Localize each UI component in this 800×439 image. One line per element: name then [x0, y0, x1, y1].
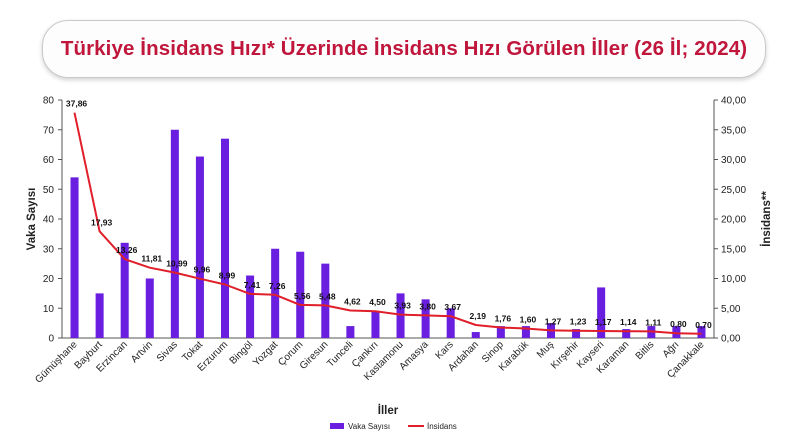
insidans-data-label-15: 3,67: [444, 302, 461, 312]
bar-16: [471, 332, 480, 338]
insidans-data-label-9: 5,56: [294, 291, 311, 301]
insidans-data-label-16: 2,19: [469, 311, 486, 321]
y-tick-label-left: 50: [43, 185, 55, 196]
insidans-data-label-8: 7,26: [269, 281, 286, 291]
x-tick-label-8: Yozgat: [251, 339, 280, 368]
y-tick-label-right: 25,00: [721, 185, 746, 196]
insidans-data-label-14: 3,80: [419, 301, 436, 311]
bar-12: [371, 311, 380, 338]
insidans-data-label-17: 1,76: [495, 314, 512, 324]
y-tick-label-right: 35,00: [721, 125, 746, 136]
insidans-data-label-18: 1,60: [520, 314, 537, 324]
insidans-data-label-23: 1,11: [645, 317, 661, 327]
x-axis-title: İller: [378, 404, 399, 417]
insidans-data-label-4: 10,99: [166, 259, 188, 269]
insidans-data-label-0: 37,86: [66, 99, 88, 109]
legend-swatch-vaka: [330, 423, 344, 429]
y-tick-label-left: 40: [43, 215, 55, 226]
y-tick-label-right: 5,00: [721, 304, 741, 315]
insidans-data-label-24: 0,80: [670, 319, 687, 329]
insidans-data-label-5: 9,96: [194, 265, 211, 275]
y-tick-label-left: 10: [43, 304, 55, 315]
bar-6: [220, 138, 230, 338]
bar-21: [597, 287, 606, 338]
x-tick-label-4: Sivas: [155, 339, 180, 364]
insidans-data-label-13: 3,93: [394, 301, 411, 311]
bar-18: [521, 326, 530, 338]
bar-11: [346, 326, 355, 338]
bar-3: [145, 278, 154, 338]
bar-0: [70, 177, 79, 338]
y-tick-label-left: 70: [43, 125, 55, 136]
x-tick-label-3: Artvin: [129, 339, 155, 365]
y-tick-label-left: 0: [48, 334, 54, 345]
insidans-data-label-12: 4,50: [369, 297, 386, 307]
y-tick-label-left: 20: [43, 274, 55, 285]
insidans-data-label-7: 7,41: [244, 280, 261, 290]
bar-24: [672, 326, 681, 338]
bar-9: [296, 251, 305, 338]
y-tick-label-left: 30: [43, 244, 55, 255]
bar-22: [622, 329, 631, 338]
bar-13: [396, 293, 405, 338]
legend-label-vaka: Vaka Sayısı: [348, 422, 390, 431]
x-tick-label-10: Giresun: [298, 339, 331, 372]
insidans-data-label-11: 4,62: [344, 297, 361, 307]
insidans-data-label-25: 0,70: [695, 320, 712, 330]
x-tick-label-24: Ağrı: [661, 339, 682, 360]
bar-7: [246, 275, 255, 338]
y-axis-title-right: İnsidans**: [760, 191, 773, 247]
insidans-data-label-22: 1,14: [620, 317, 637, 327]
y-tick-label-right: 15,00: [721, 244, 746, 255]
insidans-data-label-20: 1,23: [570, 317, 587, 327]
bar-4: [170, 129, 179, 338]
bar-20: [572, 329, 581, 338]
x-tick-label-15: Kars: [433, 339, 455, 361]
y-tick-label-right: 40,00: [721, 96, 746, 107]
y-tick-label-left: 60: [43, 155, 55, 166]
y-tick-label-right: 10,00: [721, 274, 746, 285]
legend-label-insidans: İnsidans: [427, 422, 457, 431]
x-tick-label-7: Bingöl: [228, 339, 255, 366]
insidans-data-label-3: 11,81: [141, 254, 162, 264]
y-axis-title-left: Vaka Sayısı: [26, 188, 38, 251]
y-tick-label-right: 20,00: [721, 215, 746, 226]
x-tick-label-11: Tunceli: [325, 339, 355, 369]
bar-15: [446, 308, 455, 338]
y-tick-label-right: 0,00: [721, 334, 741, 345]
insidans-data-label-1: 17,93: [91, 217, 113, 227]
bar-17: [496, 326, 505, 338]
x-tick-label-19: Muş: [535, 339, 556, 360]
insidans-data-label-6: 8,99: [219, 271, 236, 281]
bar-25: [697, 326, 706, 338]
bar-14: [421, 299, 430, 338]
x-tick-label-20: Kırşehir: [549, 339, 582, 372]
insidans-data-label-19: 1,27: [545, 316, 562, 326]
insidans-data-label-10: 5,48: [319, 291, 336, 301]
bar-5: [195, 156, 204, 338]
y-tick-label-left: 80: [43, 96, 55, 107]
bar-2: [120, 242, 129, 338]
bar-8: [271, 248, 280, 338]
chart-title: Türkiye İnsidans Hızı* Üzerinde İnsidans…: [60, 37, 748, 60]
bar-1: [95, 293, 104, 338]
insidans-line: [73, 112, 702, 335]
x-tick-label-23: Bitlis: [634, 339, 657, 362]
y-tick-label-right: 30,00: [721, 155, 746, 166]
insidans-data-label-21: 1,17: [595, 317, 612, 327]
chart-title-box: Türkiye İnsidans Hızı* Üzerinde İnsidans…: [42, 20, 766, 78]
insidans-data-label-2: 13,26: [116, 245, 138, 255]
bar-10: [321, 263, 330, 338]
